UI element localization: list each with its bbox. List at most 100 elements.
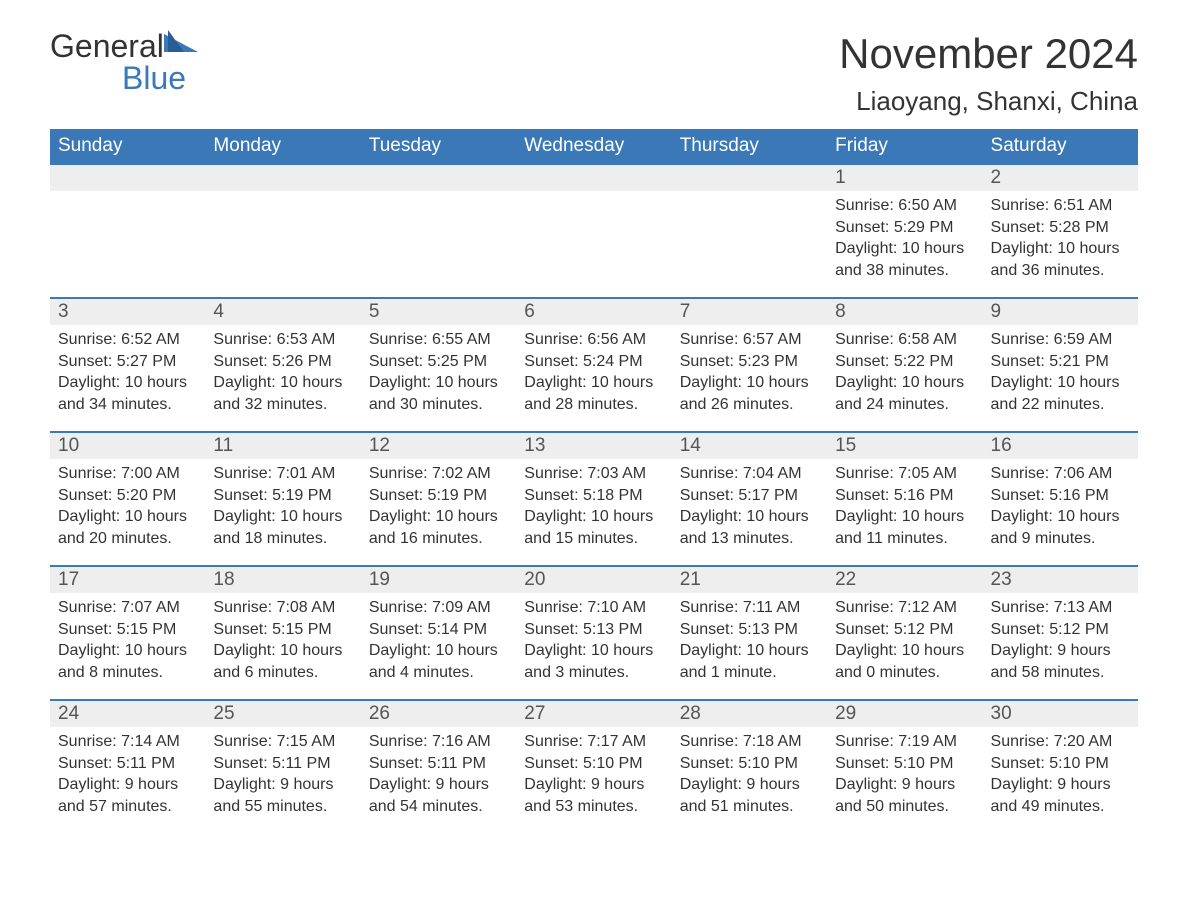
day-details: Sunrise: 7:03 AMSunset: 5:18 PMDaylight:…	[516, 459, 671, 553]
day-number: 12	[361, 431, 516, 459]
sunset-text: Sunset: 5:27 PM	[58, 351, 197, 373]
day-cell: 23Sunrise: 7:13 AMSunset: 5:12 PMDayligh…	[983, 565, 1138, 699]
day-cell: 10Sunrise: 7:00 AMSunset: 5:20 PMDayligh…	[50, 431, 205, 565]
day-cell: 30Sunrise: 7:20 AMSunset: 5:10 PMDayligh…	[983, 699, 1138, 833]
day-cell: 24Sunrise: 7:14 AMSunset: 5:11 PMDayligh…	[50, 699, 205, 833]
day-cell: 11Sunrise: 7:01 AMSunset: 5:19 PMDayligh…	[205, 431, 360, 565]
col-sunday: Sunday	[50, 129, 205, 163]
daylight-text: Daylight: 10 hours and 11 minutes.	[835, 506, 974, 549]
sunset-text: Sunset: 5:10 PM	[991, 753, 1130, 775]
day-number: 14	[672, 431, 827, 459]
daylight-text: Daylight: 10 hours and 18 minutes.	[213, 506, 352, 549]
sunset-text: Sunset: 5:17 PM	[680, 485, 819, 507]
col-saturday: Saturday	[983, 129, 1138, 163]
day-details: Sunrise: 7:20 AMSunset: 5:10 PMDaylight:…	[983, 727, 1138, 821]
day-details: Sunrise: 6:51 AMSunset: 5:28 PMDaylight:…	[983, 191, 1138, 285]
sunset-text: Sunset: 5:29 PM	[835, 217, 974, 239]
day-number: 1	[827, 163, 982, 191]
day-number: 5	[361, 297, 516, 325]
daylight-text: Daylight: 9 hours and 51 minutes.	[680, 774, 819, 817]
sunset-text: Sunset: 5:16 PM	[835, 485, 974, 507]
sunrise-text: Sunrise: 6:52 AM	[58, 329, 197, 351]
day-details: Sunrise: 6:58 AMSunset: 5:22 PMDaylight:…	[827, 325, 982, 419]
day-cell: 2Sunrise: 6:51 AMSunset: 5:28 PMDaylight…	[983, 163, 1138, 297]
day-details: Sunrise: 7:17 AMSunset: 5:10 PMDaylight:…	[516, 727, 671, 821]
empty-day-bar	[361, 163, 516, 191]
day-details: Sunrise: 6:53 AMSunset: 5:26 PMDaylight:…	[205, 325, 360, 419]
day-cell: 19Sunrise: 7:09 AMSunset: 5:14 PMDayligh…	[361, 565, 516, 699]
day-number: 15	[827, 431, 982, 459]
sunrise-text: Sunrise: 7:08 AM	[213, 597, 352, 619]
day-number: 20	[516, 565, 671, 593]
day-cell	[205, 163, 360, 297]
day-details: Sunrise: 7:10 AMSunset: 5:13 PMDaylight:…	[516, 593, 671, 687]
sunrise-text: Sunrise: 7:09 AM	[369, 597, 508, 619]
day-cell	[672, 163, 827, 297]
empty-day-bar	[50, 163, 205, 191]
day-number: 10	[50, 431, 205, 459]
daylight-text: Daylight: 10 hours and 4 minutes.	[369, 640, 508, 683]
col-monday: Monday	[205, 129, 360, 163]
day-number: 29	[827, 699, 982, 727]
daylight-text: Daylight: 10 hours and 15 minutes.	[524, 506, 663, 549]
day-details: Sunrise: 7:14 AMSunset: 5:11 PMDaylight:…	[50, 727, 205, 821]
sunset-text: Sunset: 5:11 PM	[369, 753, 508, 775]
daylight-text: Daylight: 10 hours and 36 minutes.	[991, 238, 1130, 281]
day-number: 19	[361, 565, 516, 593]
sunset-text: Sunset: 5:23 PM	[680, 351, 819, 373]
sunset-text: Sunset: 5:12 PM	[835, 619, 974, 641]
day-cell: 13Sunrise: 7:03 AMSunset: 5:18 PMDayligh…	[516, 431, 671, 565]
day-number: 23	[983, 565, 1138, 593]
day-number: 7	[672, 297, 827, 325]
sunrise-text: Sunrise: 6:57 AM	[680, 329, 819, 351]
sunrise-text: Sunrise: 7:11 AM	[680, 597, 819, 619]
empty-day-bar	[516, 163, 671, 191]
day-details: Sunrise: 7:09 AMSunset: 5:14 PMDaylight:…	[361, 593, 516, 687]
day-number: 6	[516, 297, 671, 325]
sunset-text: Sunset: 5:13 PM	[680, 619, 819, 641]
sunrise-text: Sunrise: 7:14 AM	[58, 731, 197, 753]
day-cell: 17Sunrise: 7:07 AMSunset: 5:15 PMDayligh…	[50, 565, 205, 699]
daylight-text: Daylight: 10 hours and 24 minutes.	[835, 372, 974, 415]
week-row: 3Sunrise: 6:52 AMSunset: 5:27 PMDaylight…	[50, 297, 1138, 431]
day-details: Sunrise: 6:59 AMSunset: 5:21 PMDaylight:…	[983, 325, 1138, 419]
day-number: 8	[827, 297, 982, 325]
daylight-text: Daylight: 10 hours and 30 minutes.	[369, 372, 508, 415]
sunset-text: Sunset: 5:14 PM	[369, 619, 508, 641]
day-cell: 25Sunrise: 7:15 AMSunset: 5:11 PMDayligh…	[205, 699, 360, 833]
day-number: 25	[205, 699, 360, 727]
logo: General Blue	[50, 30, 198, 94]
day-cell: 12Sunrise: 7:02 AMSunset: 5:19 PMDayligh…	[361, 431, 516, 565]
header-row: Sunday Monday Tuesday Wednesday Thursday…	[50, 129, 1138, 163]
sunrise-text: Sunrise: 7:16 AM	[369, 731, 508, 753]
day-details: Sunrise: 6:50 AMSunset: 5:29 PMDaylight:…	[827, 191, 982, 285]
daylight-text: Daylight: 10 hours and 26 minutes.	[680, 372, 819, 415]
week-row: 1Sunrise: 6:50 AMSunset: 5:29 PMDaylight…	[50, 163, 1138, 297]
calendar-table: Sunday Monday Tuesday Wednesday Thursday…	[50, 129, 1138, 833]
day-cell: 26Sunrise: 7:16 AMSunset: 5:11 PMDayligh…	[361, 699, 516, 833]
sunrise-text: Sunrise: 6:59 AM	[991, 329, 1130, 351]
month-title: November 2024	[839, 30, 1138, 78]
daylight-text: Daylight: 10 hours and 20 minutes.	[58, 506, 197, 549]
sunset-text: Sunset: 5:22 PM	[835, 351, 974, 373]
day-details: Sunrise: 7:04 AMSunset: 5:17 PMDaylight:…	[672, 459, 827, 553]
daylight-text: Daylight: 9 hours and 58 minutes.	[991, 640, 1130, 683]
day-cell: 9Sunrise: 6:59 AMSunset: 5:21 PMDaylight…	[983, 297, 1138, 431]
sunset-text: Sunset: 5:26 PM	[213, 351, 352, 373]
sunrise-text: Sunrise: 6:51 AM	[991, 195, 1130, 217]
day-number: 18	[205, 565, 360, 593]
sunrise-text: Sunrise: 7:01 AM	[213, 463, 352, 485]
daylight-text: Daylight: 10 hours and 16 minutes.	[369, 506, 508, 549]
day-cell: 15Sunrise: 7:05 AMSunset: 5:16 PMDayligh…	[827, 431, 982, 565]
day-number: 11	[205, 431, 360, 459]
day-cell: 6Sunrise: 6:56 AMSunset: 5:24 PMDaylight…	[516, 297, 671, 431]
sunset-text: Sunset: 5:10 PM	[680, 753, 819, 775]
day-details: Sunrise: 6:57 AMSunset: 5:23 PMDaylight:…	[672, 325, 827, 419]
day-cell: 14Sunrise: 7:04 AMSunset: 5:17 PMDayligh…	[672, 431, 827, 565]
day-cell: 7Sunrise: 6:57 AMSunset: 5:23 PMDaylight…	[672, 297, 827, 431]
day-number: 22	[827, 565, 982, 593]
col-thursday: Thursday	[672, 129, 827, 163]
header: General Blue November 2024 Liaoyang, Sha…	[50, 30, 1138, 117]
daylight-text: Daylight: 10 hours and 34 minutes.	[58, 372, 197, 415]
sunset-text: Sunset: 5:25 PM	[369, 351, 508, 373]
